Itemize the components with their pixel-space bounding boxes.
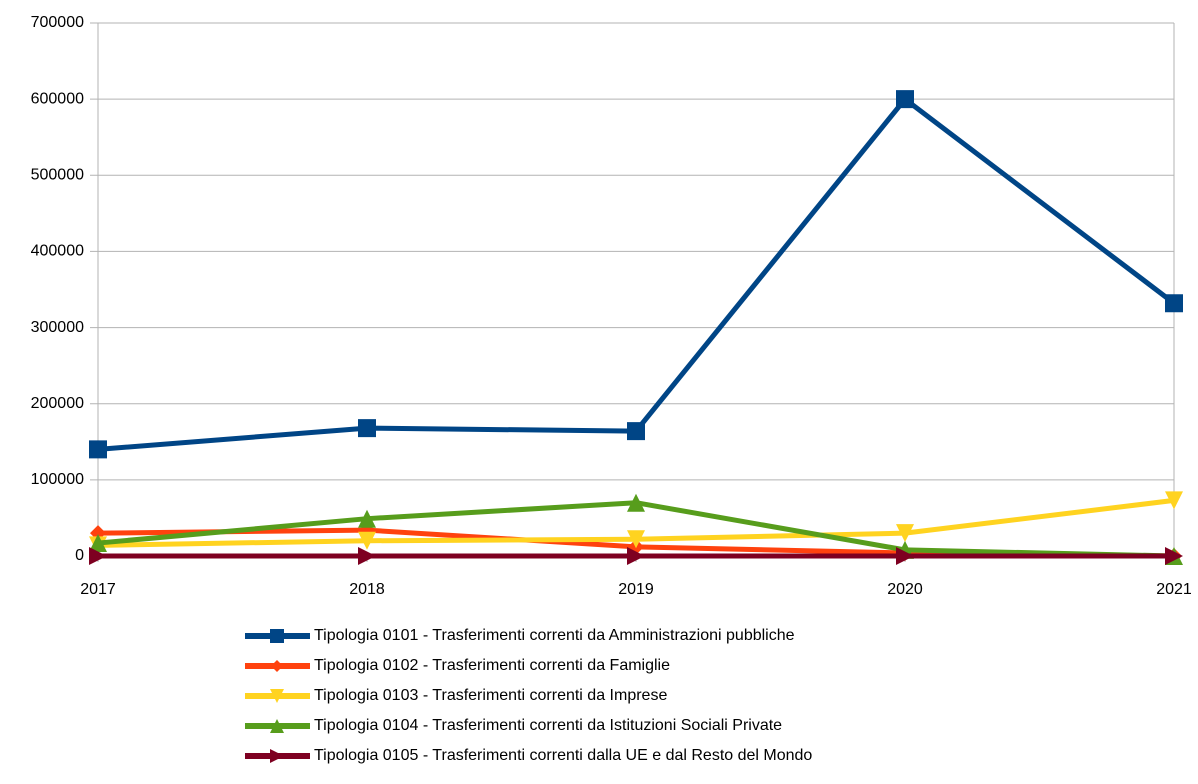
data-point — [896, 524, 914, 543]
y-tick-label: 200000 — [31, 395, 84, 412]
legend-label: Tipologia 0104 - Trasferimenti correnti … — [314, 717, 782, 734]
data-point — [358, 547, 376, 565]
data-point — [89, 440, 107, 459]
legend-label: Tipologia 0103 - Trasferimenti correnti … — [314, 687, 667, 704]
data-point — [1165, 294, 1183, 313]
legend-label: Tipologia 0101 - Trasferimenti correnti … — [314, 627, 795, 644]
y-tick-label: 700000 — [31, 14, 84, 31]
legend-marker — [270, 629, 284, 643]
data-point — [627, 530, 645, 549]
series-line — [97, 96, 1176, 452]
y-tick-label: 400000 — [31, 243, 84, 260]
data-point — [627, 422, 645, 441]
x-tick-label: 2019 — [618, 581, 654, 598]
y-tick-label: 100000 — [31, 471, 84, 488]
x-tick-label: 2021 — [1156, 581, 1192, 598]
legend-marker — [270, 719, 284, 733]
x-tick-label: 2018 — [349, 581, 385, 598]
data-point — [358, 531, 376, 550]
data-point — [1165, 547, 1183, 565]
data-point — [89, 547, 107, 565]
data-point — [627, 493, 645, 512]
y-tick-label: 500000 — [31, 167, 84, 184]
data-point — [896, 90, 914, 109]
legend-label: Tipologia 0102 - Trasferimenti correnti … — [314, 657, 670, 674]
y-tick-label: 600000 — [31, 90, 84, 107]
legend-marker — [270, 749, 284, 763]
y-tick-label: 300000 — [31, 319, 84, 336]
legend-label: Tipologia 0105 - Trasferimenti correnti … — [314, 747, 812, 764]
x-tick-label: 2017 — [80, 581, 116, 598]
legend-marker — [271, 660, 283, 672]
legend-marker — [270, 689, 284, 703]
data-point — [89, 534, 107, 553]
data-point — [358, 419, 376, 438]
data-point — [1165, 491, 1183, 510]
data-point — [627, 547, 645, 565]
x-tick-label: 2020 — [887, 581, 923, 598]
data-point — [896, 547, 914, 565]
y-tick-label: 0 — [75, 547, 84, 564]
data-point — [358, 509, 376, 528]
